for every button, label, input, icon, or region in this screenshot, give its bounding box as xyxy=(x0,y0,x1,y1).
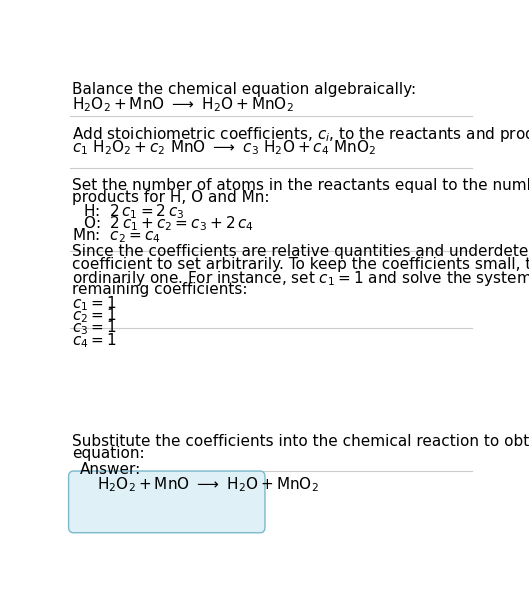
Text: coefficient to set arbitrarily. To keep the coefficients small, the arbitrary va: coefficient to set arbitrarily. To keep … xyxy=(72,257,529,271)
Text: Balance the chemical equation algebraically:: Balance the chemical equation algebraica… xyxy=(72,82,416,97)
Text: H:  $2\,c_1 = 2\,c_3$: H: $2\,c_1 = 2\,c_3$ xyxy=(83,203,184,222)
Text: $c_3 = 1$: $c_3 = 1$ xyxy=(72,319,117,337)
Text: $\mathrm{H_2O_2 + MnO\ \longrightarrow\ H_2O + MnO_2}$: $\mathrm{H_2O_2 + MnO\ \longrightarrow\ … xyxy=(72,95,294,114)
Text: Substitute the coefficients into the chemical reaction to obtain the balanced: Substitute the coefficients into the che… xyxy=(72,433,529,449)
Text: Answer:: Answer: xyxy=(80,462,141,476)
Text: $\mathrm{H_2O_2 + MnO\ \longrightarrow\ H_2O + MnO_2}$: $\mathrm{H_2O_2 + MnO\ \longrightarrow\ … xyxy=(97,476,318,495)
Text: remaining coefficients:: remaining coefficients: xyxy=(72,282,248,297)
Text: ordinarily one. For instance, set $c_1 = 1$ and solve the system of equations fo: ordinarily one. For instance, set $c_1 =… xyxy=(72,269,529,288)
Text: Set the number of atoms in the reactants equal to the number of atoms in the: Set the number of atoms in the reactants… xyxy=(72,177,529,192)
Text: products for H, O and Mn:: products for H, O and Mn: xyxy=(72,190,270,205)
Text: O:  $2\,c_1 + c_2 = c_3 + 2\,c_4$: O: $2\,c_1 + c_2 = c_3 + 2\,c_4$ xyxy=(83,214,253,233)
Text: Since the coefficients are relative quantities and underdetermined, choose a: Since the coefficients are relative quan… xyxy=(72,244,529,259)
Text: Add stoichiometric coefficients, $c_i$, to the reactants and products:: Add stoichiometric coefficients, $c_i$, … xyxy=(72,125,529,144)
Text: $c_2 = 1$: $c_2 = 1$ xyxy=(72,307,117,325)
Text: $c_1 = 1$: $c_1 = 1$ xyxy=(72,294,117,313)
Text: equation:: equation: xyxy=(72,446,145,461)
FancyBboxPatch shape xyxy=(69,471,265,533)
Text: $c_1\ \mathrm{H_2O_2} + c_2\ \mathrm{MnO}\ \longrightarrow\ c_3\ \mathrm{H_2O} +: $c_1\ \mathrm{H_2O_2} + c_2\ \mathrm{MnO… xyxy=(72,138,376,157)
Text: Mn:  $c_2 = c_4$: Mn: $c_2 = c_4$ xyxy=(72,226,161,245)
Text: $c_4 = 1$: $c_4 = 1$ xyxy=(72,331,117,350)
